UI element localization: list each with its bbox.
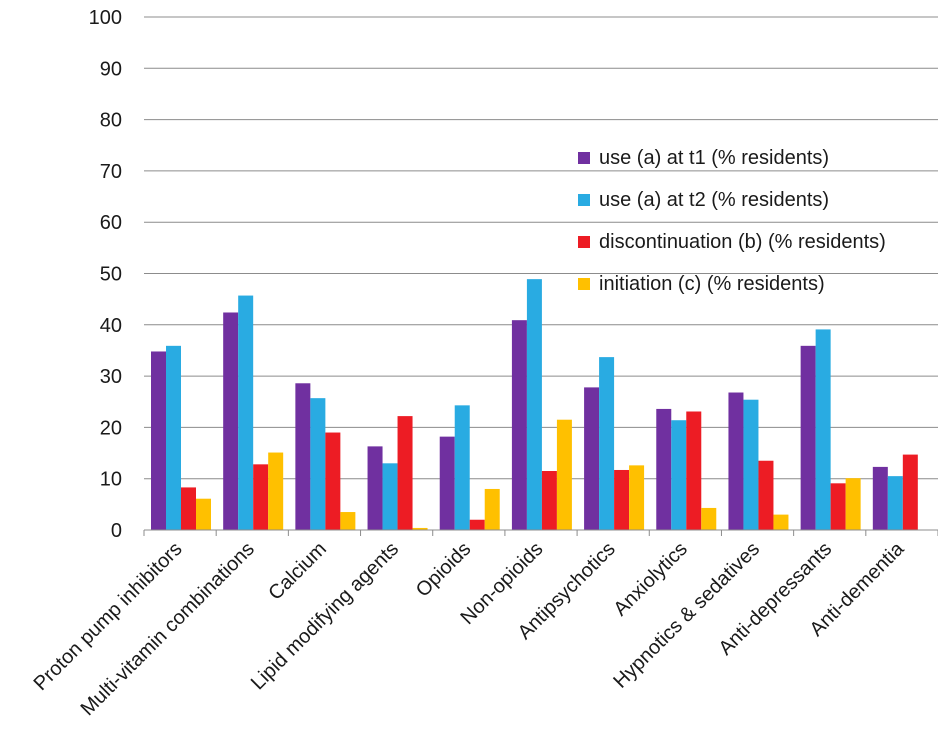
bar-2-9 — [743, 399, 759, 530]
bar-4-9 — [773, 514, 789, 530]
bar-3-1 — [181, 487, 196, 530]
y-tick-label: 80 — [100, 110, 122, 132]
legend-label-3: discontinuation (b) (% residents) — [599, 231, 886, 253]
bar-3-4 — [397, 416, 413, 530]
bar-2-5 — [454, 405, 470, 530]
bar-2-3 — [310, 398, 326, 530]
legend-swatch-4 — [578, 278, 590, 290]
bar-1-8 — [656, 408, 672, 530]
x-category-label: Calcium — [264, 538, 331, 605]
bar-4-8 — [701, 507, 717, 530]
bar-3-6 — [541, 471, 557, 530]
x-axis — [143, 529, 938, 536]
legend-label-4: initiation (c) (% residents) — [599, 273, 825, 295]
y-tick-label: 70 — [100, 161, 122, 183]
legend-swatch-1 — [578, 152, 590, 164]
bar-1-5 — [439, 436, 455, 530]
bar-3-7 — [614, 469, 630, 530]
bar-3-3 — [325, 432, 341, 530]
bar-1-10 — [800, 345, 816, 530]
y-axis-tick-labels: 0 10 20 30 40 50 60 70 80 90 100 — [89, 7, 122, 542]
bar-3-10 — [830, 483, 846, 530]
bar-2-2 — [238, 295, 254, 530]
gridlines — [144, 16, 938, 480]
bar-1-2 — [223, 312, 239, 530]
bar-3-5 — [469, 519, 485, 530]
legend-swatch-2 — [578, 194, 590, 206]
y-tick-label: 30 — [100, 366, 122, 388]
bar-1-11 — [872, 466, 888, 530]
bar-1-6 — [511, 320, 527, 530]
legend-swatch-3 — [578, 236, 590, 248]
bar-4-1 — [196, 498, 211, 530]
y-tick-label: 90 — [100, 58, 122, 80]
legend: use (a) at t1 (% residents) use (a) at t2… — [578, 147, 886, 295]
bar-3-11 — [902, 454, 918, 530]
bar-1-1 — [151, 351, 166, 530]
y-tick-label: 50 — [100, 264, 122, 286]
bar-2-8 — [671, 420, 687, 530]
bar-2-1 — [166, 345, 181, 530]
bar-4-7 — [629, 465, 645, 530]
y-tick-label: 100 — [89, 7, 122, 29]
legend-label-1: use (a) at t1 (% residents) — [599, 147, 829, 169]
y-tick-label: 10 — [100, 469, 122, 491]
bar-1-7 — [584, 387, 600, 530]
bar-2-6 — [526, 279, 542, 530]
bar-2-7 — [599, 357, 615, 530]
bar-4-2 — [268, 452, 284, 530]
x-category-label: Opioids — [412, 538, 476, 602]
y-tick-label: 40 — [100, 315, 122, 337]
y-tick-label: 60 — [100, 212, 122, 234]
bar-2-4 — [382, 463, 398, 530]
bar-4-4 — [412, 527, 428, 530]
x-category-label: Hypnotics & sedatives — [609, 538, 764, 693]
bar-4-6 — [556, 419, 572, 530]
x-category-label: Proton pump inhibitors — [30, 538, 187, 695]
bar-4-5 — [484, 488, 500, 530]
y-tick-label: 0 — [111, 520, 122, 542]
bar-4-10 — [845, 478, 861, 530]
legend-label-2: use (a) at t2 (% residents) — [599, 189, 829, 211]
bars — [151, 279, 918, 530]
bar-1-9 — [728, 392, 744, 530]
bar-3-8 — [686, 411, 702, 530]
bar-2-11 — [887, 476, 903, 530]
bar-3-2 — [253, 464, 269, 530]
bar-4-3 — [340, 512, 356, 530]
y-tick-label: 20 — [100, 417, 122, 439]
bar-1-3 — [295, 383, 311, 530]
bar-3-9 — [758, 460, 774, 530]
bar-1-4 — [367, 446, 383, 530]
x-category-label: Lipid modifying agents — [247, 538, 403, 694]
bar-2-10 — [815, 329, 831, 530]
